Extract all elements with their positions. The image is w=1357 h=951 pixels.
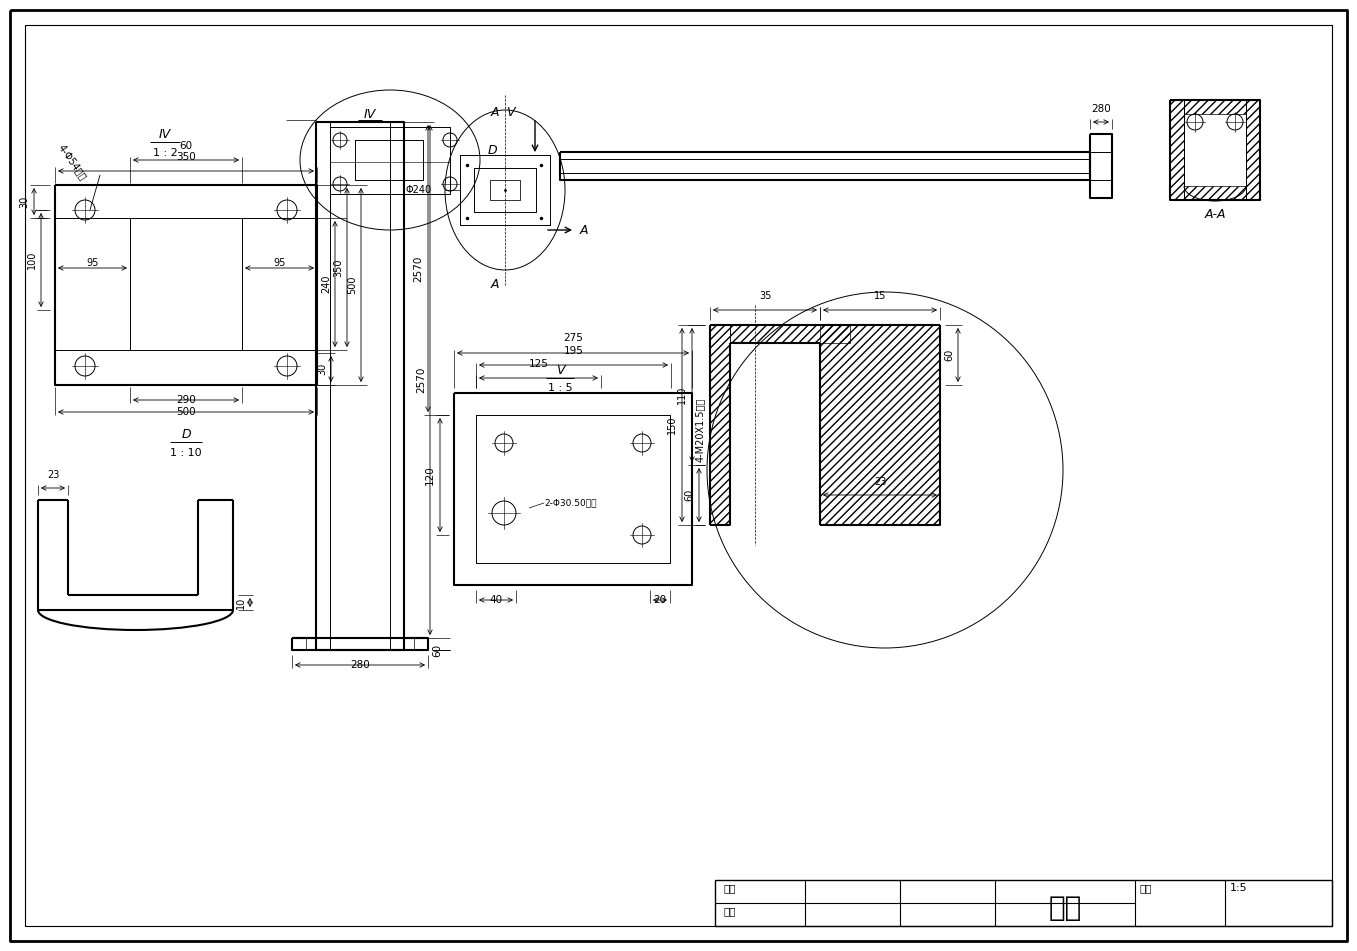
Text: 30: 30: [19, 195, 28, 207]
Text: 350: 350: [176, 152, 195, 162]
Text: A: A: [491, 106, 499, 119]
Text: 10: 10: [236, 596, 246, 609]
Text: 280: 280: [1091, 104, 1111, 114]
Text: 100: 100: [27, 251, 37, 269]
Text: 60: 60: [684, 489, 693, 501]
Text: 1 : 2: 1 : 2: [152, 148, 178, 158]
Text: 制图: 制图: [723, 883, 735, 893]
Bar: [730, 325, 849, 343]
Text: Φ240: Φ240: [406, 185, 432, 195]
Text: 1 : 10: 1 : 10: [170, 448, 202, 458]
Text: 60: 60: [944, 349, 954, 361]
Text: 4-M20X1.5通孔: 4-M20X1.5通孔: [695, 398, 706, 462]
Text: D: D: [487, 144, 497, 157]
Text: 500: 500: [347, 276, 357, 294]
Text: 125: 125: [529, 359, 548, 369]
Text: 2570: 2570: [413, 255, 423, 281]
Text: IV: IV: [364, 107, 376, 121]
Text: 2-Φ30.50通孔: 2-Φ30.50通孔: [544, 498, 597, 508]
Text: D: D: [182, 429, 191, 441]
Text: 275: 275: [563, 333, 584, 343]
Text: V: V: [556, 363, 565, 377]
Text: 2570: 2570: [417, 367, 426, 393]
Text: 1 : 5: 1 : 5: [548, 383, 573, 393]
Text: A: A: [579, 223, 589, 237]
Text: 30: 30: [318, 363, 327, 375]
Bar: [1246, 100, 1261, 200]
Text: 240: 240: [322, 275, 331, 293]
Text: 15: 15: [874, 291, 886, 301]
Bar: [820, 325, 940, 525]
Text: 110: 110: [677, 386, 687, 404]
Text: 60: 60: [432, 644, 442, 656]
Text: 23: 23: [874, 477, 886, 487]
Text: 40: 40: [490, 595, 502, 605]
Text: 20: 20: [654, 595, 666, 605]
Text: 290: 290: [176, 395, 195, 405]
Bar: [1185, 186, 1246, 200]
Text: 1:5: 1:5: [1229, 883, 1247, 893]
Text: IV: IV: [159, 128, 171, 142]
Text: A-A: A-A: [1204, 208, 1225, 222]
Text: 95: 95: [273, 258, 286, 268]
Text: 23: 23: [46, 470, 60, 480]
Bar: [1170, 100, 1185, 200]
Text: 审核: 审核: [723, 906, 735, 916]
Text: 35: 35: [759, 291, 771, 301]
Bar: [1185, 100, 1246, 114]
Text: 4-Φ54通孔: 4-Φ54通孔: [56, 143, 88, 182]
Text: 150: 150: [668, 416, 677, 435]
Text: 立柱: 立柱: [1049, 894, 1082, 922]
Text: A: A: [491, 279, 499, 292]
Text: V: V: [506, 106, 514, 119]
Text: 95: 95: [87, 258, 99, 268]
Text: 比例: 比例: [1140, 883, 1152, 893]
Bar: [710, 325, 730, 525]
Text: 195: 195: [563, 346, 584, 356]
Text: 120: 120: [425, 465, 436, 485]
Text: 350: 350: [332, 259, 343, 277]
Text: 60: 60: [179, 141, 193, 151]
Text: 280: 280: [350, 660, 370, 670]
Text: 500: 500: [176, 407, 195, 417]
